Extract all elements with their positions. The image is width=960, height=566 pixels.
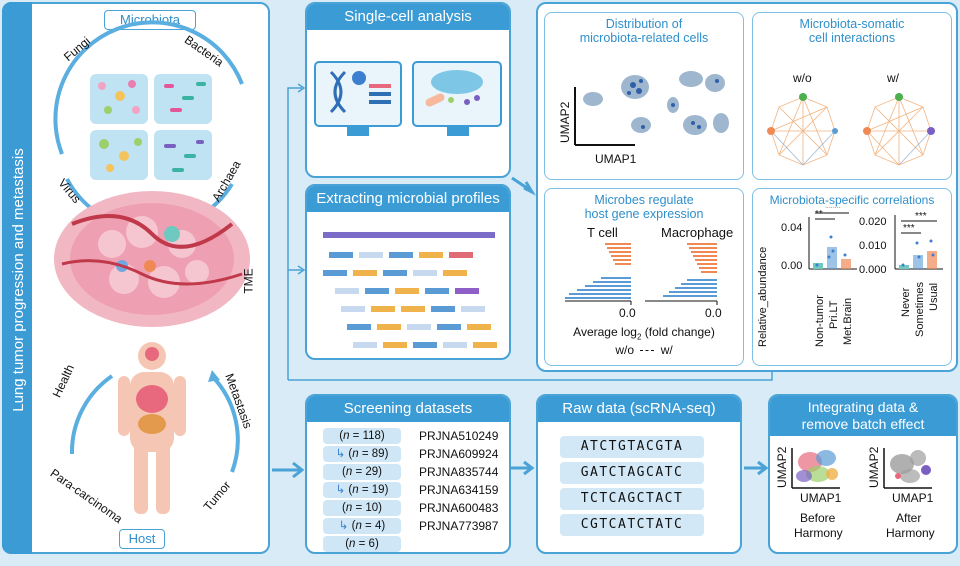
profile-bars	[323, 232, 497, 348]
network-graphs	[767, 93, 935, 166]
before-yaxis: UMAP2	[775, 446, 789, 488]
correlations-panel: Microbiota-specific correlations Relativ…	[752, 188, 952, 366]
fold-change-bars: 0.0 0.0	[565, 243, 722, 320]
branch-arrow-icon: ↳	[335, 448, 349, 460]
results-panel: Distribution of microbiota-related cells …	[536, 2, 958, 372]
umap-plot: UMAP1 UMAP2	[558, 71, 729, 166]
umap-clusters	[583, 71, 729, 135]
group-usual: Usual	[928, 283, 940, 311]
dataset-count: (n = 10)	[323, 500, 401, 516]
dataset-accession: PRJNA773987	[419, 519, 499, 533]
correlation-plots: Relative_abundance 0.04 0.00 ** **** 0.0…	[757, 207, 943, 347]
after-harmony-clusters	[890, 450, 931, 483]
dataset-count: (n = 29)	[323, 464, 401, 480]
with-label: w/	[887, 71, 899, 85]
cell-cluster-icon	[431, 70, 483, 94]
dataset-count: ↳ (n = 4)	[323, 518, 401, 534]
left-tick-0: 0.04	[781, 222, 802, 234]
side-title-bar	[2, 2, 32, 554]
extracting-panel: Extracting microbial profiles	[305, 184, 511, 360]
dataset-count: ↳ (n = 19)	[323, 482, 401, 498]
interactions-title: Microbiota-somatic cell interactions	[799, 17, 905, 45]
screening-title: Screening datasets	[307, 396, 509, 422]
screening-panel: Screening datasets (n = 118) PRJNA510249 ↳…	[305, 394, 511, 554]
sequence-4: CGTCATCTATC	[560, 514, 704, 536]
sig-0: **	[815, 209, 823, 220]
before-harmony-clusters	[796, 450, 838, 482]
integrating-title: Integrating data & remove batch effect	[770, 396, 956, 436]
dataset-count: (n = 118)	[323, 428, 401, 444]
right-tick-1: 0.010	[859, 240, 887, 252]
group-met-brain: Met.Brain	[842, 298, 854, 345]
umap1-label: UMAP1	[595, 152, 637, 166]
umap2-label: UMAP2	[558, 101, 572, 143]
host-arc-left	[69, 374, 114, 455]
monitors-illustration	[314, 61, 502, 136]
regulate-panel: Microbes regulate host gene expression T …	[544, 188, 744, 366]
microbiota-arc-top	[53, 20, 244, 155]
before-label-1: Before	[800, 511, 836, 525]
after-yaxis: UMAP2	[867, 446, 881, 488]
interactions-panel: Microbiota-somatic cell interactions w/o …	[752, 12, 952, 180]
dataset-accession: PRJNA609924	[419, 447, 499, 461]
single-cell-panel: Single-cell analysis	[305, 2, 511, 178]
microbe-dots	[98, 80, 206, 172]
sequence-1: ATCTGTACGTA	[560, 436, 704, 458]
sequence-2: GATCTAGCATC	[560, 462, 704, 484]
regulate-title: Microbes regulate host gene expression	[584, 193, 704, 221]
host-arc-arrowhead	[208, 370, 220, 382]
tme-illustration	[54, 191, 250, 327]
raw-data-panel: Raw data (scRNA-seq) ATCTGTACGTA GATCTAG…	[536, 394, 742, 554]
sig-1: ****	[825, 207, 841, 214]
group-non-tumor: Non-tumor	[814, 295, 826, 347]
group-sometimes: Sometimes	[914, 281, 926, 337]
group-never: Never	[900, 287, 912, 317]
without-label: w/o	[793, 71, 812, 85]
sequence-3: TCTCAGCTACT	[560, 488, 704, 510]
dna-icon	[329, 70, 347, 114]
branch-arrow-icon: ↳	[338, 520, 352, 532]
after-label-1: After	[896, 511, 921, 525]
tick-left: 0.0	[619, 306, 636, 320]
t-cell-label: T cell	[587, 225, 618, 240]
host-label: Host	[119, 529, 165, 549]
right-tick-0: 0.020	[859, 216, 887, 228]
right-tick-2: 0.000	[859, 264, 887, 276]
macrophage-label: Macrophage	[661, 225, 734, 240]
after-xaxis: UMAP1	[892, 491, 934, 505]
host-arc-right	[210, 374, 240, 473]
harmony-plots: UMAP1 UMAP1 UMAP2 UMAP2 Before Harmony A…	[775, 446, 935, 540]
correlations-ylabel: Relative_abundance	[757, 247, 769, 347]
blue-bars	[565, 277, 717, 299]
dataset-count: ↳ (n = 89)	[323, 446, 401, 462]
sig-2: ***	[903, 223, 915, 234]
group-pri-lt: Pri.LT	[828, 300, 840, 329]
dataset-accession: PRJNA634159	[419, 483, 499, 497]
integrating-panel: Integrating data & remove batch effect UM…	[768, 394, 958, 554]
extracting-title: Extracting microbial profiles	[307, 186, 509, 212]
left-panel: Lung tumor progression and metastasis Mi…	[2, 2, 270, 554]
correlations-title: Microbiota-specific correlations	[769, 193, 935, 207]
after-label-2: Harmony	[886, 526, 935, 540]
before-xaxis: UMAP1	[800, 491, 842, 505]
tick-right: 0.0	[705, 306, 722, 320]
sig-3: ***	[915, 211, 927, 222]
left-illustration	[53, 20, 250, 514]
dataset-accession: PRJNA510249	[419, 429, 499, 443]
dataset-accession: PRJNA835744	[419, 465, 499, 479]
orange-bars	[605, 243, 717, 273]
regulate-legend: w/o w/	[615, 343, 673, 357]
distribution-title: Distribution of microbiota-related cells	[579, 17, 709, 45]
left-tick-1: 0.00	[781, 260, 802, 272]
single-cell-title: Single-cell analysis	[307, 4, 509, 30]
dataset-count: (n = 6)	[323, 536, 401, 552]
branch-arrow-icon: ↳	[335, 484, 349, 496]
human-silhouette	[118, 342, 186, 514]
dataset-accession: PRJNA600483	[419, 501, 499, 515]
distribution-panel: Distribution of microbiota-related cells …	[544, 12, 744, 180]
raw-data-title: Raw data (scRNA-seq)	[538, 396, 740, 422]
before-label-2: Harmony	[794, 526, 843, 540]
fold-change-xlabel: Average log2 (fold change)	[573, 325, 715, 342]
